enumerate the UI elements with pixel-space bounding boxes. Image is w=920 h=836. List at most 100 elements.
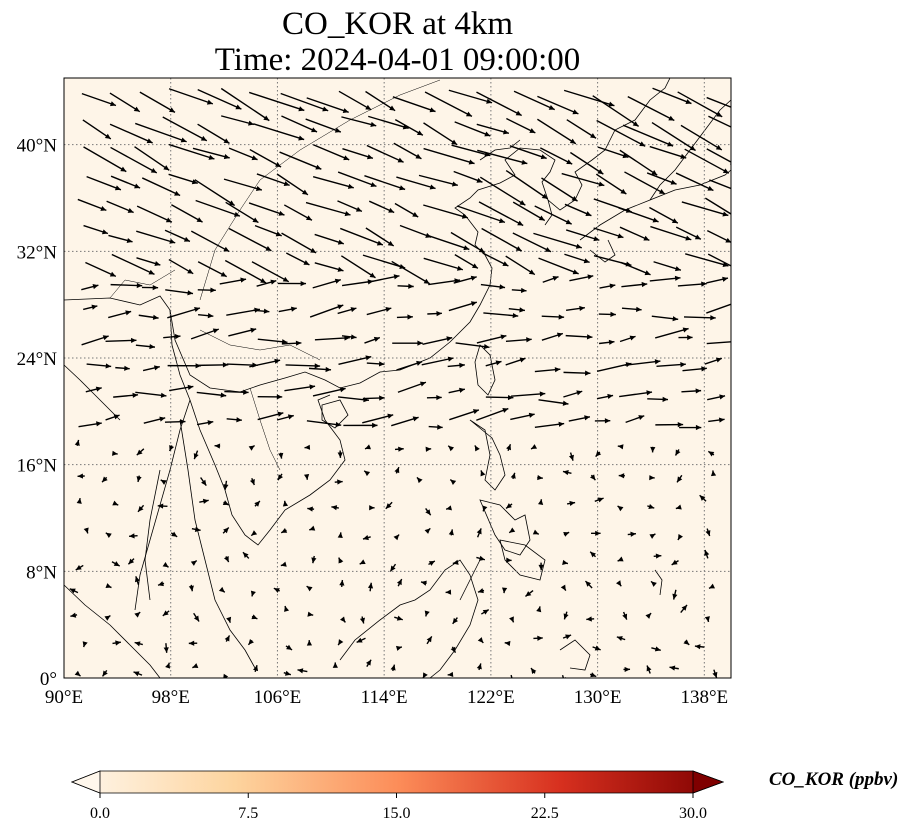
wind-vector-head [722,211,729,217]
wind-vector-head [148,269,155,275]
wind-vector-head [694,234,701,240]
wind-vector-head [365,659,372,666]
wind-vector-head [385,306,392,313]
wind-vector [223,178,263,191]
wind-vector-head [378,361,385,367]
wind-vector-head [476,663,482,670]
wind-vector-head [576,390,583,396]
wind-vector-head [193,615,200,622]
wind-vector [82,119,112,140]
wind-vector-head [461,213,468,219]
wind-vector-head [112,500,119,506]
wind-vector-head [362,535,369,541]
wind-vector [505,169,549,200]
wind-vector-head [719,394,726,400]
wind-vector-head [502,407,509,413]
wind-vector-head [425,509,431,516]
wind-vectors [69,87,740,678]
wind-vector-head [252,217,259,223]
wind-vector-head [162,610,169,616]
wind-vector-head [347,183,354,189]
wind-vector-head [206,99,213,105]
wind-vector [512,201,546,222]
wind-vector-head [650,446,656,453]
wind-vector-head [202,498,209,504]
wind-vector-head [332,662,338,668]
wind-vector-head [373,336,380,342]
wind-vector-head [590,672,597,678]
wind-vector-head [242,552,249,558]
wind-vector-head [220,392,227,398]
wind-vector [306,420,342,426]
wind-vector-head [100,205,107,211]
wind-vector-head [311,127,318,133]
lat-tick-label: 32°N [17,242,58,263]
wind-vector-head [263,115,270,121]
wind-vector-head [624,666,631,673]
wind-vector-head [593,236,600,242]
wind-vector-head [674,266,681,272]
wind-vector-head [416,130,423,136]
wind-vector-head [643,235,650,241]
wind-vector [619,149,658,176]
wind-vector-head [620,188,627,194]
wind-vector-head [709,583,716,589]
wind-vector-head [734,300,740,305]
wind-vector-head [539,391,546,397]
wind-vector-head [568,454,574,461]
wind-vector-head [482,505,488,512]
wind-vector-head [651,169,658,176]
wind-vector-head [677,533,683,540]
wind-vector-head [311,557,317,564]
wind-vector-head [710,315,716,321]
wind-vector-head [537,474,543,481]
wind-vector [477,149,528,165]
wind-vector-head [672,316,679,322]
wind-vector [256,173,290,187]
wind-vector-head [579,305,585,312]
wind-vector-head [280,561,287,567]
map-title: CO_KOR at 4km [282,6,513,42]
wind-vector-head [338,557,344,564]
wind-vector-head [364,470,371,477]
wind-vector-head [437,424,443,430]
wind-vector-head [138,506,144,512]
wind-vector [483,312,519,317]
wind-vector-head [459,387,465,393]
wind-vector-head [278,210,285,216]
wind-vector-head [675,449,681,456]
wind-vector-head [416,477,423,484]
wind-vector-head [669,665,676,671]
wind-vector-head [402,124,409,130]
wind-vector-head [658,189,665,194]
wind-vector-head [306,640,313,646]
wind-vector-head [412,212,419,217]
wind-vector-head [69,588,76,594]
wind-vector-head [694,644,701,650]
wind-vector-head [102,335,109,341]
wind-vector-head [250,327,257,333]
lon-tick-label: 138°E [680,687,728,708]
wind-vector-head [731,187,737,192]
wind-vector-head [194,307,200,313]
wind-vector [448,89,493,104]
wind-vector [83,146,127,173]
wind-vector-head [645,613,652,619]
wind-vector-head [281,528,288,533]
wind-vector-head [77,473,84,479]
wind-vector-head [565,634,572,640]
wind-vector-head [396,579,402,586]
wind-vector-head [200,135,207,141]
wind-vector-head [562,559,568,565]
wind-vector-head [356,637,363,643]
wind-vector [538,257,579,275]
wind-vector-head [109,271,116,277]
wind-vector-head [387,240,394,246]
wind-vector-head [223,556,229,563]
wind-vector-head [590,551,596,558]
wind-vector-head [680,362,686,368]
wind-vector-head [370,121,377,127]
wind-vector [534,205,573,225]
wind-vector [512,232,552,253]
